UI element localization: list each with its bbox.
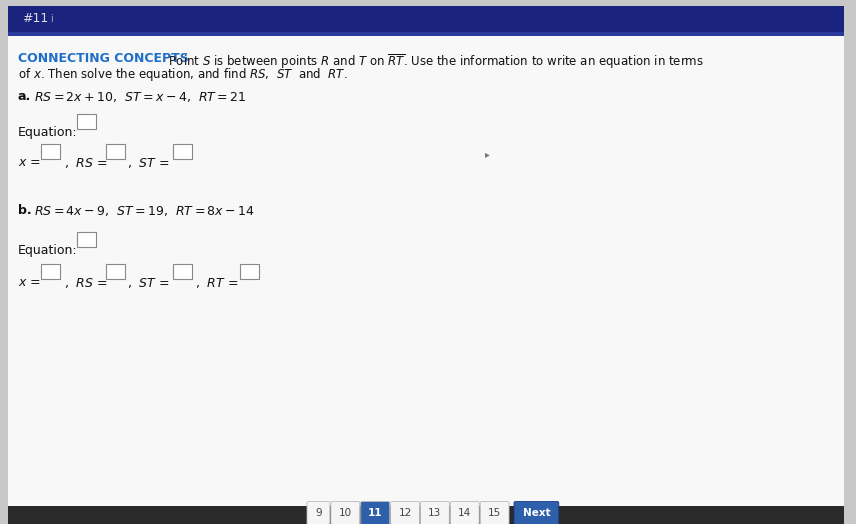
FancyBboxPatch shape bbox=[360, 501, 389, 524]
Text: ,  $RS$ =: , $RS$ = bbox=[63, 276, 108, 290]
FancyBboxPatch shape bbox=[307, 501, 330, 524]
FancyBboxPatch shape bbox=[173, 144, 192, 158]
Bar bbox=[8, 506, 844, 524]
Text: CONNECTING CONCEPTS: CONNECTING CONCEPTS bbox=[18, 52, 188, 65]
Bar bbox=[8, 6, 844, 32]
FancyBboxPatch shape bbox=[173, 264, 192, 278]
FancyBboxPatch shape bbox=[106, 144, 125, 158]
FancyBboxPatch shape bbox=[241, 264, 259, 278]
Text: #11: #11 bbox=[22, 13, 48, 26]
Text: 13: 13 bbox=[428, 508, 442, 518]
Text: 14: 14 bbox=[458, 508, 472, 518]
Text: a.: a. bbox=[18, 90, 31, 103]
Text: ,  $RS$ =: , $RS$ = bbox=[63, 156, 108, 170]
FancyBboxPatch shape bbox=[41, 144, 60, 158]
FancyBboxPatch shape bbox=[41, 264, 60, 278]
Text: $RS = 4x - 9$,  $ST = 19$,  $RT = 8x - 14$: $RS = 4x - 9$, $ST = 19$, $RT = 8x - 14$ bbox=[34, 204, 254, 218]
Text: 11: 11 bbox=[368, 508, 383, 518]
Text: 10: 10 bbox=[339, 508, 352, 518]
FancyBboxPatch shape bbox=[331, 501, 360, 524]
Bar bbox=[8, 32, 844, 36]
Text: 12: 12 bbox=[398, 508, 412, 518]
FancyBboxPatch shape bbox=[77, 232, 96, 246]
FancyBboxPatch shape bbox=[77, 114, 96, 128]
Text: ▸: ▸ bbox=[485, 149, 490, 159]
FancyBboxPatch shape bbox=[480, 501, 509, 524]
FancyBboxPatch shape bbox=[514, 501, 559, 524]
Text: b.: b. bbox=[18, 204, 32, 217]
Text: ,  $RT$ =: , $RT$ = bbox=[195, 276, 239, 290]
Text: of $x$. Then solve the equation, and find $RS$,  $ST$  and  $RT$.: of $x$. Then solve the equation, and fin… bbox=[18, 66, 348, 83]
FancyBboxPatch shape bbox=[450, 501, 479, 524]
Text: Point $S$ is between points $R$ and $T$ on $\overline{RT}$. Use the information : Point $S$ is between points $R$ and $T$ … bbox=[165, 52, 704, 71]
FancyBboxPatch shape bbox=[106, 264, 125, 278]
Text: $x$ =: $x$ = bbox=[18, 276, 41, 289]
Text: ,  $ST$ =: , $ST$ = bbox=[128, 156, 170, 170]
Text: Equation:: Equation: bbox=[18, 244, 78, 257]
Text: 15: 15 bbox=[488, 508, 502, 518]
FancyBboxPatch shape bbox=[390, 501, 419, 524]
Text: $RS = 2x + 10$,  $ST = x - 4$,  $RT = 21$: $RS = 2x + 10$, $ST = x - 4$, $RT = 21$ bbox=[34, 90, 247, 104]
Text: Equation:: Equation: bbox=[18, 126, 78, 139]
Text: i: i bbox=[50, 14, 52, 24]
Text: ,  $ST$ =: , $ST$ = bbox=[128, 276, 170, 290]
Text: $x$ =: $x$ = bbox=[18, 156, 41, 169]
FancyBboxPatch shape bbox=[420, 501, 449, 524]
Text: Next: Next bbox=[523, 508, 550, 518]
Text: 9: 9 bbox=[315, 508, 322, 518]
